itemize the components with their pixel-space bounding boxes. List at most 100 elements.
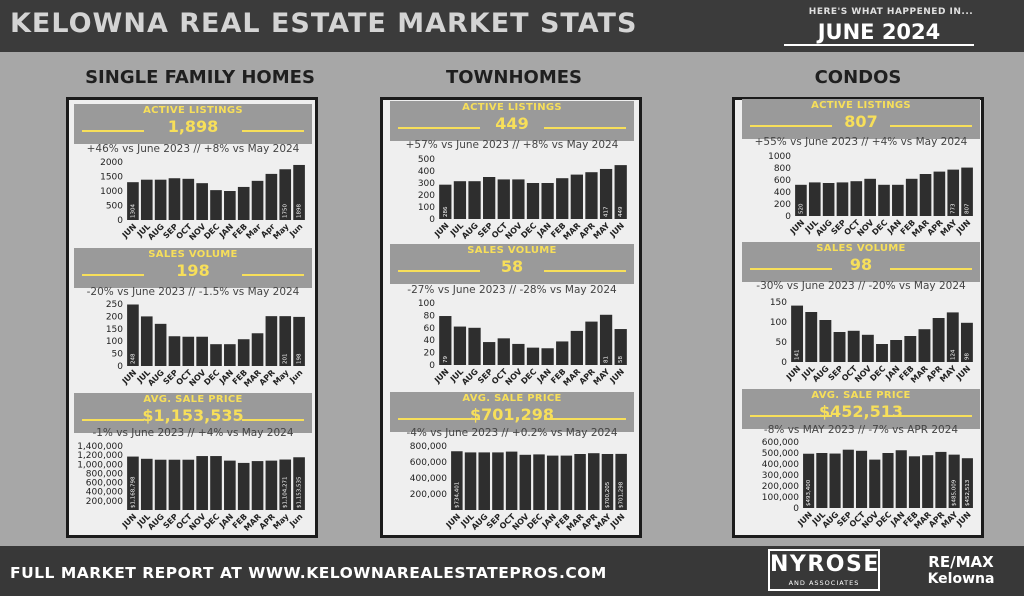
bar xyxy=(154,179,167,220)
y-tick-label: 200 xyxy=(418,191,435,201)
y-tick-label: 60 xyxy=(424,324,436,334)
bar xyxy=(224,344,236,366)
bar xyxy=(210,456,222,510)
y-tick-label: 1500 xyxy=(100,173,123,183)
bar xyxy=(224,460,236,510)
period-underline xyxy=(784,44,974,46)
bar xyxy=(829,453,841,508)
bar-value-label: $485,009 xyxy=(952,479,958,506)
bar xyxy=(948,454,960,508)
y-tick-label: 200,000 xyxy=(86,497,123,507)
y-tick-label: 50 xyxy=(112,350,124,360)
y-tick-label: 150 xyxy=(106,325,123,335)
accent-line xyxy=(544,127,626,129)
sf-sales-comparison: -20% vs June 2023 // -1.5% vs May 2024 xyxy=(86,286,300,298)
bar xyxy=(795,184,807,216)
y-tick-label: 200 xyxy=(774,200,791,210)
th-sales-comparison: -27% vs June 2023 // -28% vs May 2024 xyxy=(407,284,617,296)
bar-value-label: 520 xyxy=(798,203,804,214)
bar-value-label: 248 xyxy=(130,353,136,364)
bar xyxy=(855,450,868,508)
x-tick-label: JAN xyxy=(535,367,553,385)
y-tick-label: 100 xyxy=(418,299,435,309)
accent-line xyxy=(82,419,144,421)
bar xyxy=(526,183,540,219)
remax-logo-line2: Kelowna xyxy=(927,571,995,587)
y-tick-label: 2000 xyxy=(100,158,123,168)
y-tick-label: 0 xyxy=(117,362,123,372)
condo-listings-header: ACTIVE LISTINGS 807 xyxy=(742,99,980,139)
bar xyxy=(439,184,452,219)
y-tick-label: 400 xyxy=(418,167,435,177)
bar xyxy=(526,347,540,365)
condo-price-comparison: -8% vs MAY 2023 // -7% vs APR 2024 xyxy=(763,424,959,436)
bar-value-label: 773 xyxy=(951,203,957,214)
y-tick-label: 600,000 xyxy=(762,438,799,448)
th-listings-label: ACTIVE LISTINGS xyxy=(462,102,562,113)
bar xyxy=(816,453,828,508)
y-tick-label: 500,000 xyxy=(762,449,799,459)
bar xyxy=(842,449,854,508)
accent-line xyxy=(750,125,832,127)
accent-line xyxy=(242,419,304,421)
bar xyxy=(585,321,598,365)
x-tick-label: Jun xyxy=(287,222,304,239)
sf-sales-header: SALES VOLUME 198 xyxy=(74,248,312,288)
bar xyxy=(588,453,600,510)
x-tick-label: Jun xyxy=(287,368,304,385)
accent-line xyxy=(750,268,832,270)
top-banner xyxy=(0,0,1024,52)
bar xyxy=(882,453,894,508)
bar xyxy=(196,456,208,510)
condo-sales-comparison: -30% vs June 2023 // -20% vs May 2024 xyxy=(756,280,966,292)
sf-price-header: AVG. SALE PRICE $1,153,535 xyxy=(74,393,312,433)
bar xyxy=(279,169,292,220)
y-tick-label: 1,400,000 xyxy=(77,442,123,452)
remax-logo-line1: RE/MAX xyxy=(928,553,994,571)
bar xyxy=(210,190,222,220)
accent-line xyxy=(544,270,626,272)
sf-listings-value: 1,898 xyxy=(167,117,219,136)
bar xyxy=(279,459,292,510)
th-sales-header: SALES VOLUME 58 xyxy=(390,244,634,284)
bar-value-label: 807 xyxy=(965,203,971,214)
x-tick-label: JUN xyxy=(954,218,973,237)
column-title-condos: CONDOS xyxy=(814,67,902,88)
column-title-single-family: SINGLE FAMILY HOMES xyxy=(85,67,315,88)
bar xyxy=(468,181,481,219)
bar-value-label: $701,298 xyxy=(619,481,625,508)
bar-value-label: 449 xyxy=(618,206,624,217)
page-title: KELOWNA REAL ESTATE MARKET STATS xyxy=(10,8,638,39)
bar xyxy=(614,165,627,219)
bar xyxy=(556,341,569,365)
th-listings-header: ACTIVE LISTINGS 449 xyxy=(390,101,634,141)
condo-sales-chart: 050100150141JUNJULAUGSEPOCTNOVDECJANFEBM… xyxy=(770,298,973,385)
footer-bar xyxy=(0,546,1024,596)
bar xyxy=(895,450,907,508)
condo-listings-value: 807 xyxy=(844,112,878,131)
y-tick-label: 40 xyxy=(424,336,436,346)
th-price-value: $701,298 xyxy=(469,405,554,424)
x-tick-label: Jun xyxy=(287,512,304,529)
bar xyxy=(574,454,586,510)
y-tick-label: 300,000 xyxy=(762,471,799,481)
bar xyxy=(847,330,860,362)
report-link[interactable]: FULL MARKET REPORT AT WWW.KELOWNAREALEST… xyxy=(10,564,607,582)
bar xyxy=(451,451,463,510)
bar-value-label: $1,168,798 xyxy=(130,476,136,508)
sf-sales-label: SALES VOLUME xyxy=(148,249,238,260)
bar xyxy=(585,172,598,219)
accent-line xyxy=(750,415,832,417)
y-tick-label: 800,000 xyxy=(86,469,123,479)
bar xyxy=(960,322,973,362)
accent-line xyxy=(82,274,144,276)
nyrose-logo: NYROSE AND ASSOCIATES xyxy=(768,549,880,591)
y-tick-label: 0 xyxy=(117,216,123,226)
bar xyxy=(497,338,510,365)
y-tick-label: 400 xyxy=(774,188,791,198)
y-tick-label: 250 xyxy=(106,300,123,310)
bar xyxy=(182,336,195,366)
bar xyxy=(541,183,554,219)
bar xyxy=(614,329,627,365)
bar xyxy=(850,181,863,216)
